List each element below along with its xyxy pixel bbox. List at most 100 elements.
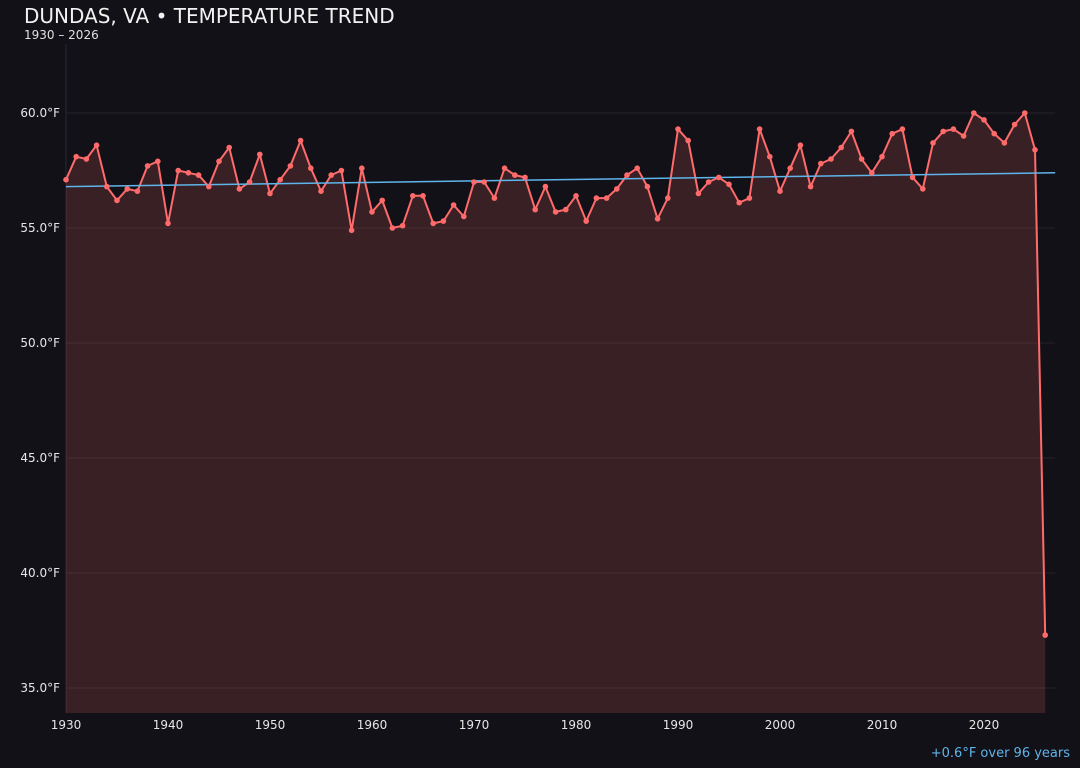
data-point [216,158,222,165]
data-point [1011,121,1018,128]
data-point [624,172,630,178]
data-point [93,142,100,148]
data-point [287,163,294,169]
data-point [267,190,273,197]
x-tick-label: 1960 [357,718,388,732]
data-point [889,130,895,137]
data-point [583,218,589,224]
data-point [471,179,477,185]
data-point [1022,110,1028,116]
data-point [940,128,946,135]
data-point [379,197,386,204]
data-point [807,183,814,190]
data-point [981,117,987,123]
data-point [573,193,579,199]
data-point [236,186,243,192]
data-point [318,188,324,194]
y-tick-label: 55.0°F [20,221,60,235]
data-point [308,165,314,171]
data-point [644,183,651,190]
x-tick-label: 1930 [51,718,82,732]
data-point [450,202,457,208]
data-point [614,186,620,192]
data-point [389,225,396,231]
data-point [114,197,120,204]
data-point [134,188,141,194]
data-point [971,110,977,116]
data-point [359,165,365,171]
data-point [73,153,79,160]
data-point [818,160,824,167]
data-point [716,174,722,181]
data-point [858,156,865,162]
data-point [563,206,569,213]
chart-title: DUNDAS, VA • TEMPERATURE TREND [24,4,395,28]
data-point [726,181,732,188]
x-tick-label: 1990 [663,718,694,732]
data-point [879,153,885,160]
data-point [348,227,355,234]
data-point [165,220,171,227]
data-point [1032,147,1038,153]
data-point [665,195,671,201]
data-point [522,174,528,181]
x-tick-label: 2000 [765,718,796,732]
data-point [124,186,130,192]
y-tick-label: 40.0°F [20,566,60,580]
data-point [1001,140,1008,146]
x-tick-label: 2010 [867,718,898,732]
data-point [104,183,110,190]
data-point [797,142,804,148]
data-point [705,179,712,185]
data-point [512,172,518,178]
data-point [328,172,335,178]
data-point [501,165,508,171]
data-point [634,165,640,171]
data-point [756,126,763,132]
data-point [461,213,467,220]
data-point [83,156,90,162]
data-point [787,165,793,171]
data-point [828,156,834,162]
data-point [838,144,844,151]
x-tick-label: 1980 [561,718,592,732]
data-point [63,176,69,183]
data-point [654,216,661,222]
x-tick-label: 1940 [153,718,184,732]
data-point [185,170,192,176]
series-area-fill [66,113,1046,713]
data-point [420,193,426,199]
data-point [491,195,498,201]
data-point [206,183,212,190]
data-point [430,220,437,227]
data-point [685,137,691,144]
data-point [399,222,406,229]
data-point [542,183,549,190]
data-point [532,206,538,213]
chart-subtitle: 1930 – 2026 [24,28,99,42]
data-point [869,170,875,176]
trend-annotation: +0.6°F over 96 years [930,746,1070,761]
y-tick-label: 45.0°F [20,451,60,465]
data-point [552,209,559,215]
data-point [175,167,181,174]
data-point [1042,632,1048,638]
data-point [920,186,926,192]
data-point [603,195,610,201]
data-point [695,190,702,197]
data-point [960,133,967,139]
data-point [195,172,202,178]
data-point [144,163,151,169]
data-point [155,158,161,165]
data-point [297,137,304,144]
x-tick-label: 1970 [459,718,490,732]
y-tick-label: 50.0°F [20,336,60,350]
data-point [277,176,284,183]
data-point [991,130,997,137]
data-point [777,188,783,194]
data-point [481,179,488,185]
data-point [338,167,345,174]
data-point [767,153,773,160]
trend-line [65,172,1056,188]
